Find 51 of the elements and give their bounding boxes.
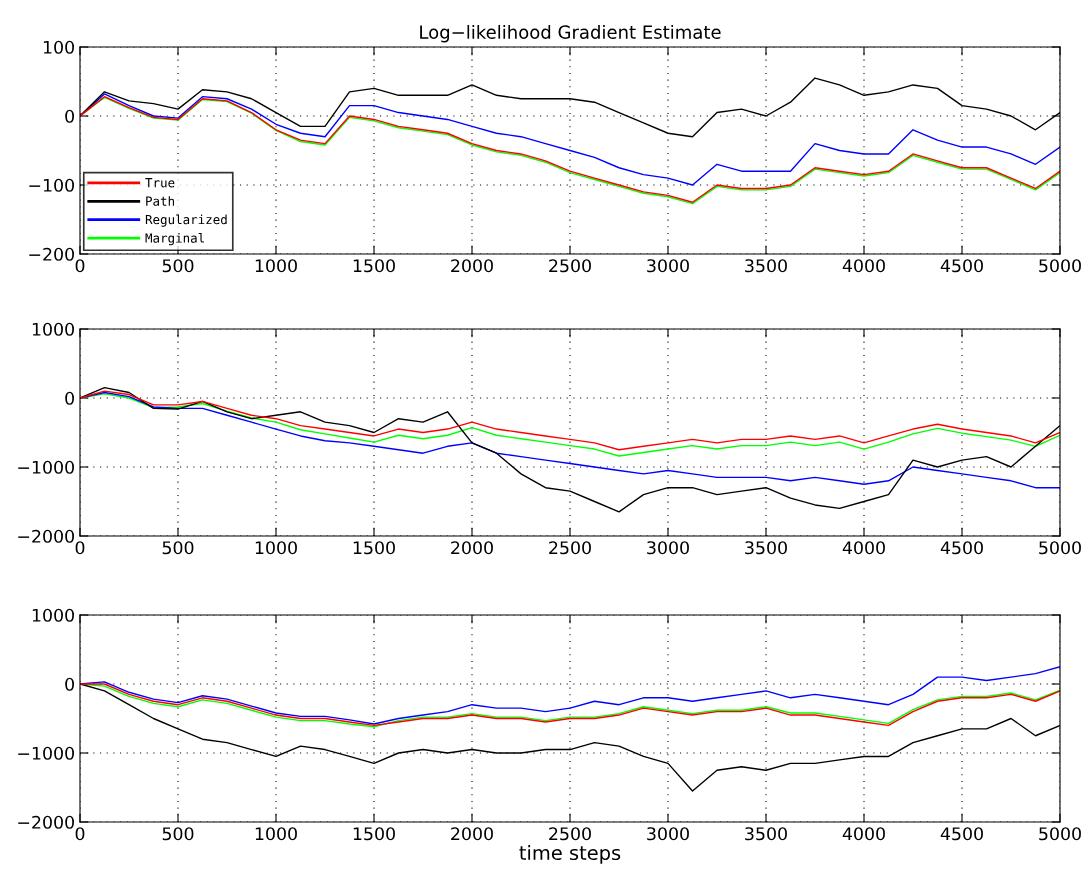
x-tick-label: 1500	[353, 827, 395, 841]
x-tick-label: 3500	[745, 259, 787, 273]
x-tick-label: 0	[75, 541, 85, 555]
x-tick-label: 3000	[647, 259, 689, 273]
x-tick-label: 4500	[940, 827, 983, 841]
x-tick-label: 1500	[353, 541, 395, 555]
x-tick-label: 3500	[745, 541, 787, 555]
x-tick-label: 4000	[842, 259, 885, 273]
x-tick-label: 5000	[1039, 827, 1081, 841]
x-tick-label: 4500	[940, 541, 983, 555]
x-tick-label: 4000	[842, 827, 885, 841]
x-tick-label: 5000	[1039, 541, 1081, 555]
x-tick-label: 2500	[549, 541, 591, 555]
x-tick-label: 2000	[451, 827, 493, 841]
x-tick-label: 2500	[549, 827, 591, 841]
x-tick-label: 1000	[255, 259, 297, 273]
legend-label: Marginal	[145, 233, 204, 246]
x-tick-label: 1000	[255, 541, 297, 555]
legend-label: True	[145, 178, 175, 188]
y-tick-label: 0	[65, 677, 74, 691]
y-tick-label: −1000	[18, 460, 74, 474]
y-tick-label: −2000	[18, 529, 74, 543]
x-tick-label: 0	[75, 827, 85, 841]
y-tick-label: −100	[29, 178, 74, 192]
y-tick-label: −2000	[18, 815, 74, 829]
y-tick-label: −1000	[18, 746, 74, 760]
chart-title: Log−likelihood Gradient Estimate	[420, 24, 721, 43]
x-tick-label: 5000	[1039, 259, 1081, 273]
y-tick-label: 100	[43, 40, 74, 54]
y-tick-label: 1000	[32, 322, 74, 336]
x-tick-label: 2000	[451, 259, 493, 273]
x-tick-label: 4000	[842, 541, 885, 555]
x-tick-label: 1500	[353, 259, 395, 273]
x-tick-label: 2500	[549, 259, 591, 273]
x-tick-label: 500	[162, 827, 194, 841]
x-tick-label: 2000	[451, 541, 493, 555]
x-tick-label: 3500	[745, 827, 787, 841]
x-tick-label: 500	[162, 259, 194, 273]
x-tick-label: 500	[162, 541, 194, 555]
y-tick-label: 0	[65, 109, 74, 123]
legend-label: Regularized	[145, 214, 227, 227]
legend-label: Path	[146, 196, 174, 206]
x-tick-label: 4500	[940, 259, 983, 273]
y-tick-label: 1000	[32, 608, 74, 622]
x-tick-label: 0	[75, 259, 85, 273]
y-tick-label: −200	[29, 247, 74, 261]
y-tick-label: 0	[65, 391, 74, 405]
x-tick-label: 1000	[255, 827, 297, 841]
x-tick-label: 3000	[647, 541, 689, 555]
x-axis-title: time steps	[519, 845, 621, 864]
x-tick-label: 3000	[647, 827, 689, 841]
